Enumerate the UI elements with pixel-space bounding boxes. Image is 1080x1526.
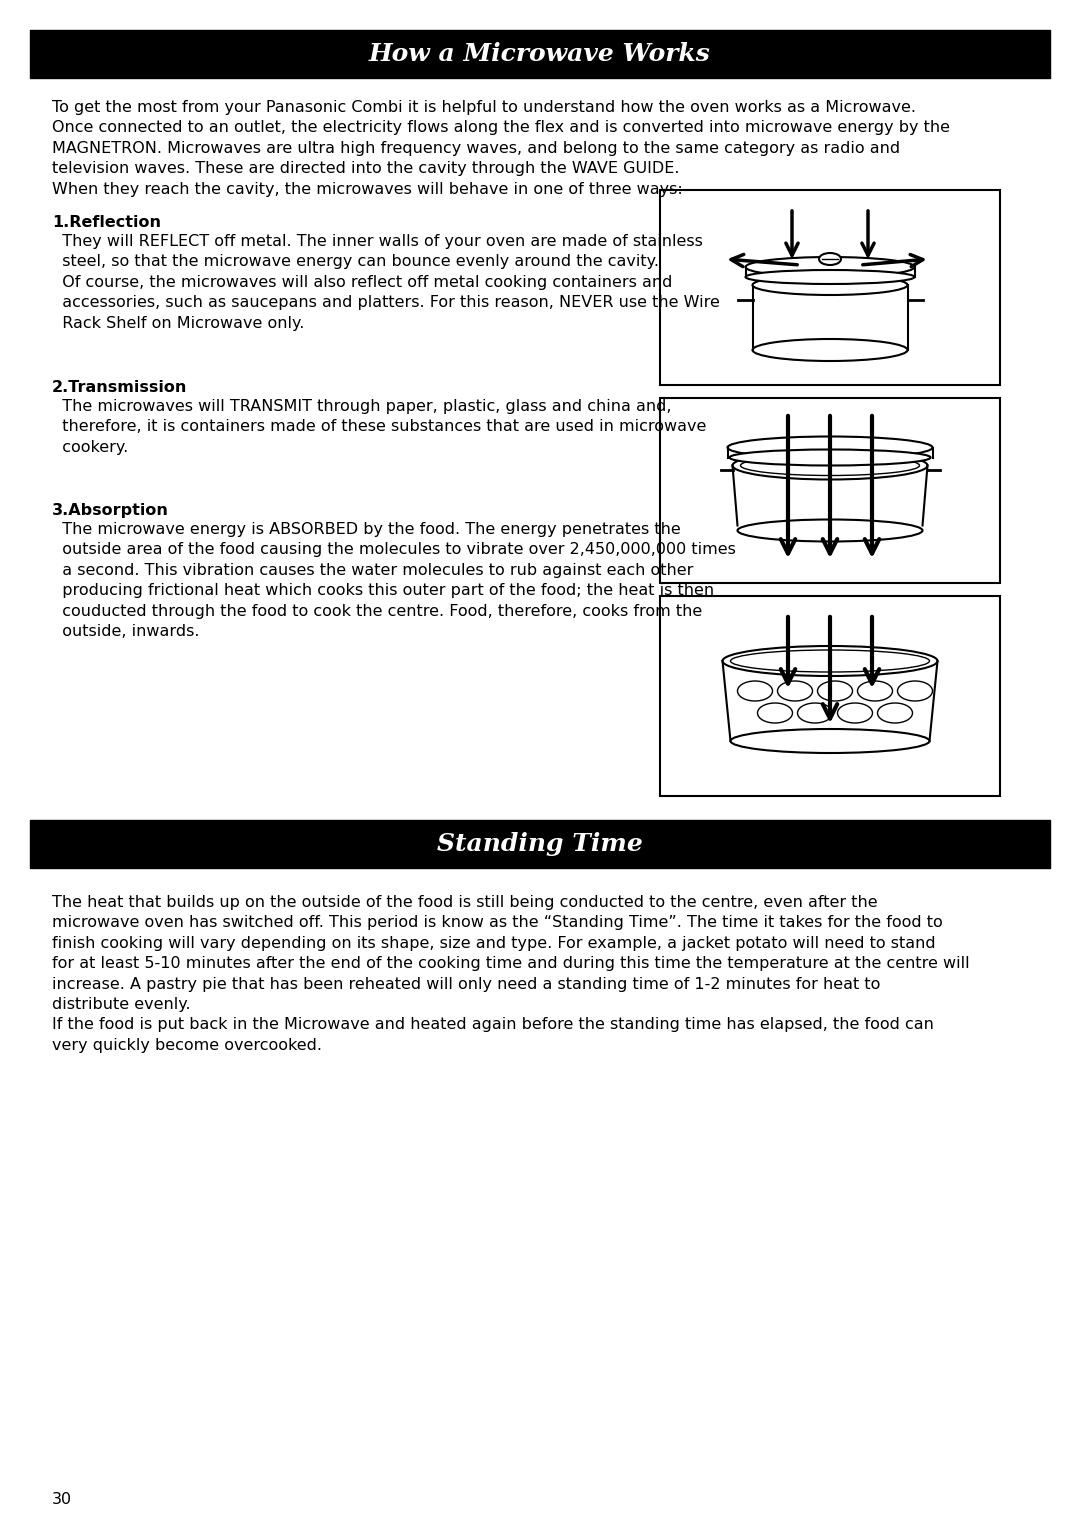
Text: How a Microwave Works: How a Microwave Works: [369, 43, 711, 66]
Ellipse shape: [723, 645, 937, 676]
Ellipse shape: [745, 270, 915, 284]
Ellipse shape: [753, 339, 907, 362]
Ellipse shape: [837, 703, 873, 723]
Ellipse shape: [858, 681, 892, 700]
Bar: [660, 597, 1000, 797]
Text: To get the most from your Panasonic Combi it is helpful to understand how the ov: To get the most from your Panasonic Comb…: [52, 101, 950, 197]
Text: The microwave energy is ABSORBED by the food. The energy penetrates the
  outsid: The microwave energy is ABSORBED by the …: [52, 522, 735, 639]
Ellipse shape: [732, 452, 928, 479]
Text: The heat that builds up on the outside of the food is still being conducted to t: The heat that builds up on the outside o…: [52, 896, 970, 1053]
Bar: [660, 398, 1000, 583]
Ellipse shape: [819, 253, 841, 266]
Text: The microwaves will TRANSMIT through paper, plastic, glass and china and,
  ther: The microwaves will TRANSMIT through pap…: [52, 398, 706, 455]
Text: They will REFLECT off metal. The inner walls of your oven are made of stainless
: They will REFLECT off metal. The inner w…: [52, 233, 720, 331]
Ellipse shape: [741, 455, 919, 476]
Ellipse shape: [757, 703, 793, 723]
Text: Standing Time: Standing Time: [437, 832, 643, 856]
Ellipse shape: [738, 681, 772, 700]
Ellipse shape: [745, 256, 915, 278]
Ellipse shape: [730, 650, 930, 671]
Ellipse shape: [728, 436, 932, 458]
Text: 2.Transmission: 2.Transmission: [52, 380, 187, 395]
Ellipse shape: [797, 703, 833, 723]
Ellipse shape: [778, 681, 812, 700]
Bar: [660, 191, 1000, 385]
Ellipse shape: [818, 681, 852, 700]
Ellipse shape: [730, 729, 930, 752]
Ellipse shape: [877, 703, 913, 723]
Text: 1.Reflection: 1.Reflection: [52, 215, 161, 230]
Ellipse shape: [897, 681, 932, 700]
Ellipse shape: [729, 450, 931, 465]
Ellipse shape: [753, 275, 907, 295]
Text: 30: 30: [52, 1492, 72, 1508]
Ellipse shape: [738, 519, 922, 542]
Text: 3.Absorption: 3.Absorption: [52, 504, 168, 517]
